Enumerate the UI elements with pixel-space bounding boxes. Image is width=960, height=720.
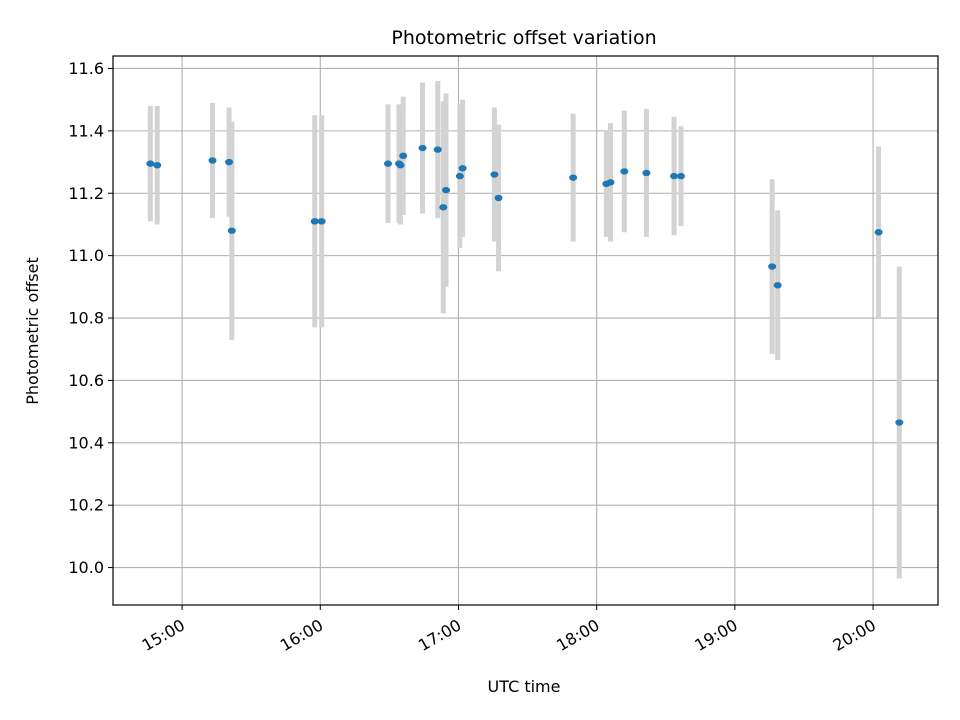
y-tick-label: 11.4 [68,121,104,140]
data-point [317,218,326,225]
y-axis-label: Photometric offset [23,257,42,405]
data-point [433,146,442,153]
data-point [676,172,685,180]
grid-lines [113,56,938,605]
data-point [494,194,503,202]
data-point [146,160,155,167]
y-tick-label: 10.2 [68,496,104,515]
data-point [874,229,883,236]
data-point [895,419,904,426]
y-tick-label: 10.6 [68,371,104,390]
data-point [442,186,451,194]
data-point [670,172,679,180]
data-point [569,174,578,181]
data-points [146,144,904,426]
data-point [384,160,392,167]
data-point [773,282,782,289]
y-tick-label: 11.6 [68,59,104,78]
data-point [208,157,217,164]
y-tick-label: 11.0 [68,246,104,265]
y-tick-label: 10.4 [68,433,104,452]
chart-title: Photometric offset variation [391,27,656,49]
y-tick-label: 11.2 [68,184,104,203]
data-point [396,161,405,169]
y-tick-label: 10.0 [68,558,104,577]
data-point [418,144,427,152]
data-point [458,165,467,172]
data-point [490,171,499,178]
data-point [153,161,162,169]
data-point [455,172,464,180]
data-point [399,152,408,160]
data-point [310,218,319,225]
data-point [227,227,236,234]
data-point [642,169,651,177]
x-axis-label: UTC time [488,677,561,696]
plot-frame [112,55,939,606]
data-point [606,179,615,186]
y-tick-label: 10.8 [68,309,104,328]
data-point [620,168,629,175]
data-point [439,204,448,211]
data-point [225,158,234,166]
data-point [768,263,777,270]
